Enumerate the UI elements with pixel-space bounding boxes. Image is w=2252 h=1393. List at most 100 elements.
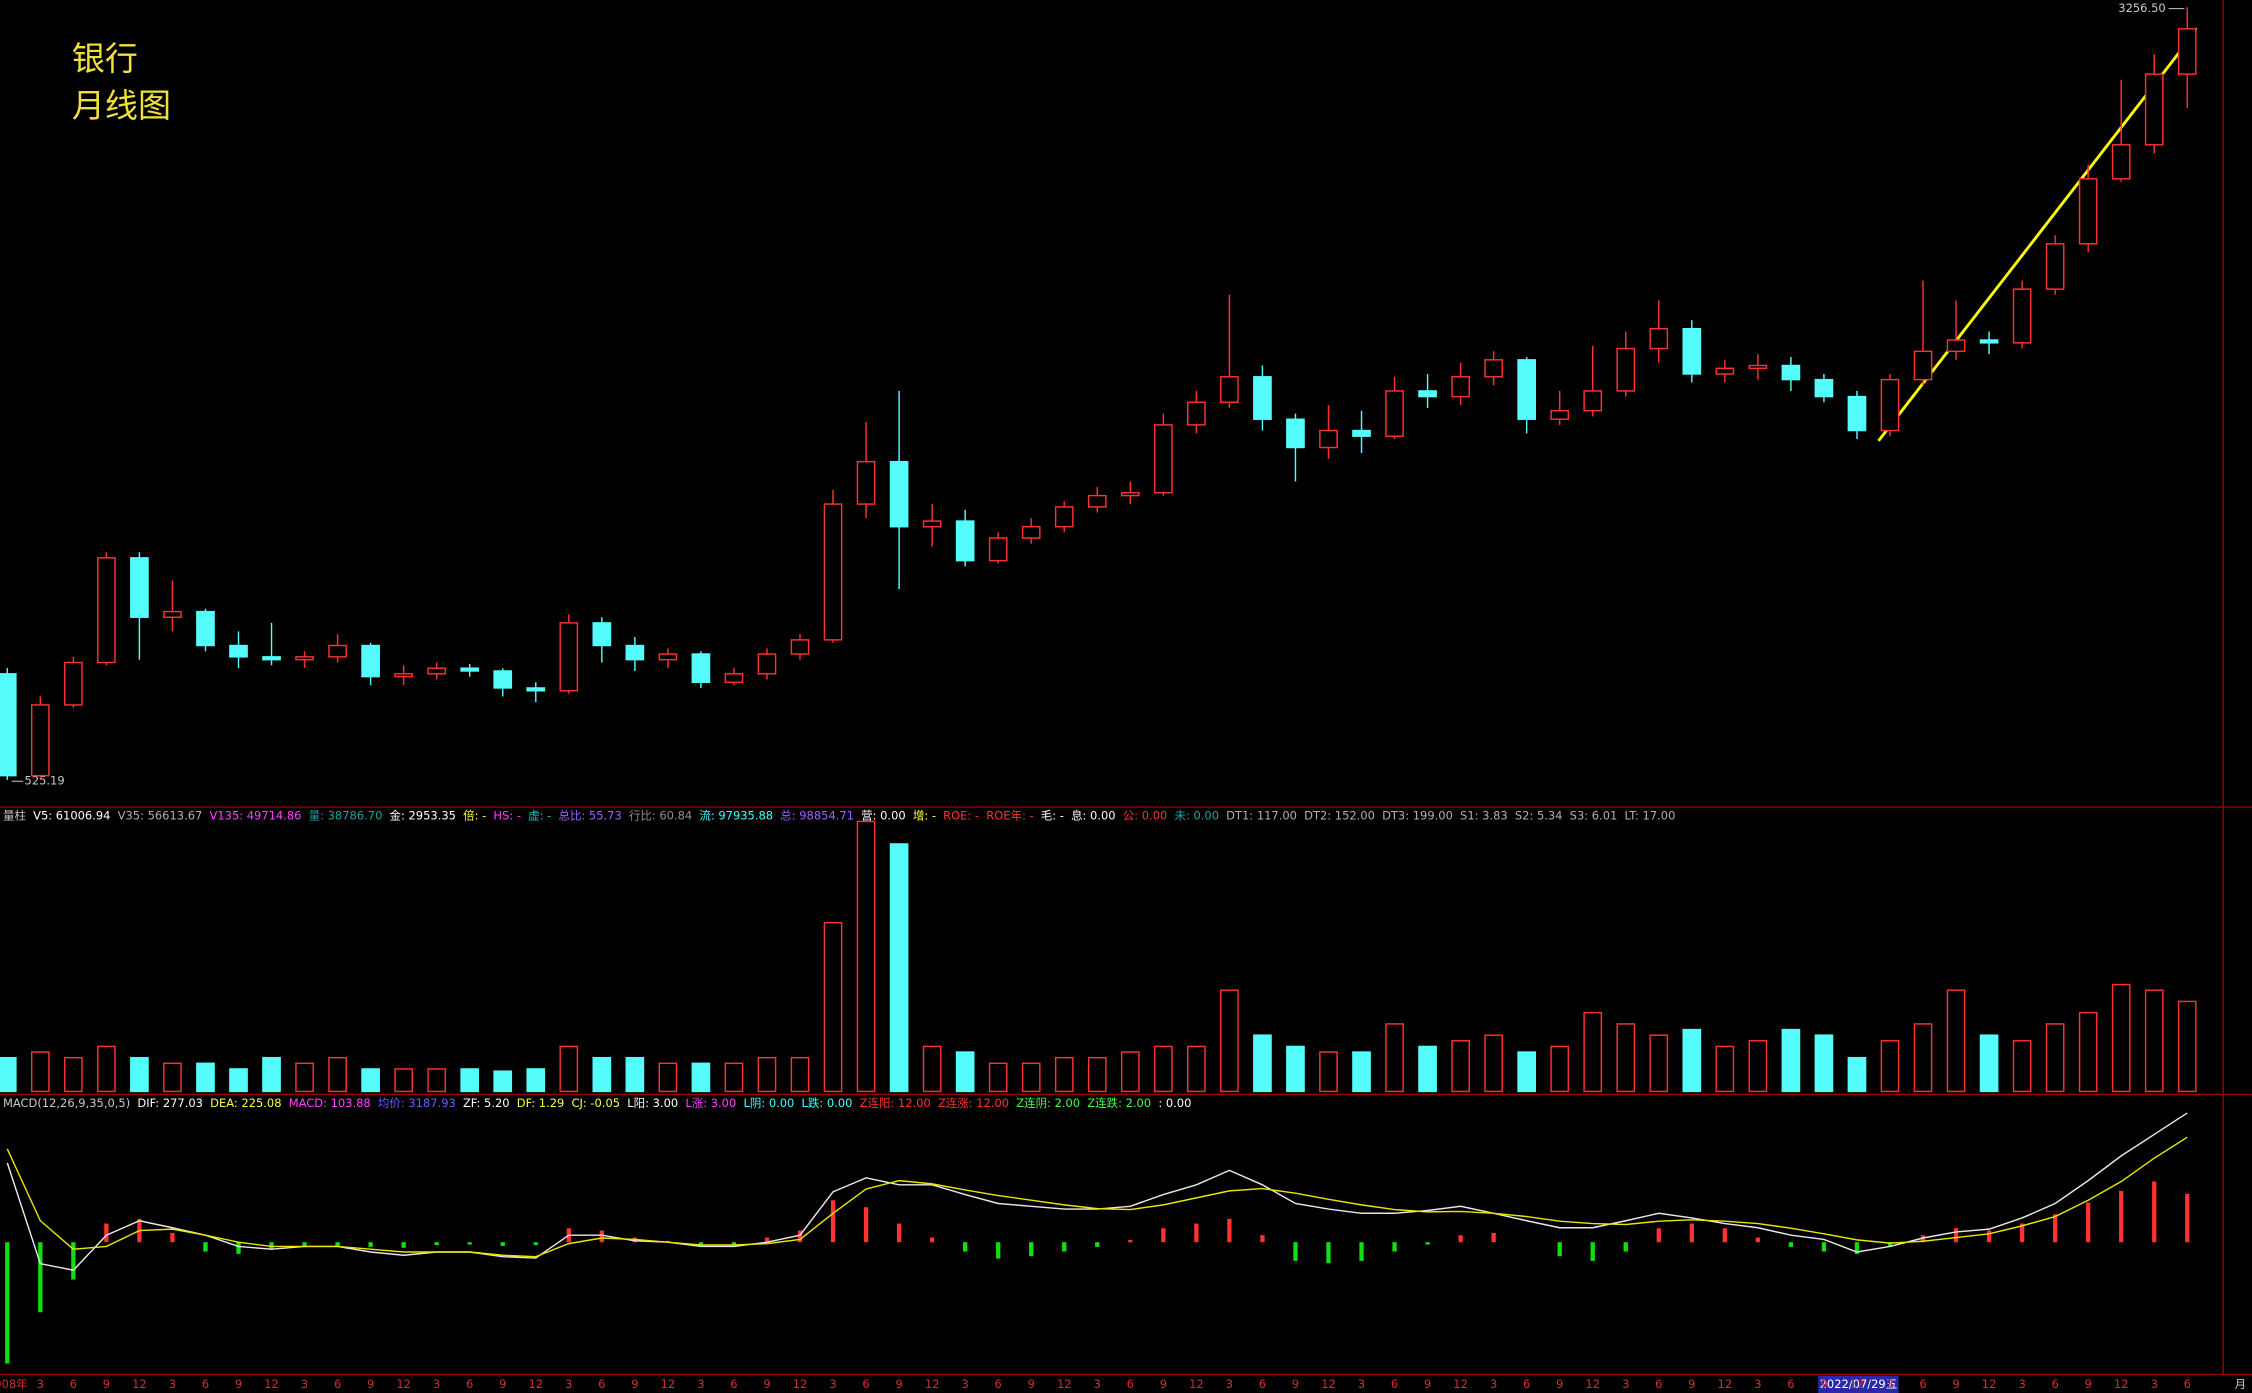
volume-bar: [1781, 1028, 1801, 1093]
info-item: LT: 17.00: [1624, 808, 1675, 822]
volume-bar: [1748, 1040, 1768, 1093]
volume-bar: [1814, 1034, 1834, 1093]
x-tick-label: 9: [1292, 1377, 1299, 1391]
info-item: DIF: 277.03: [137, 1095, 203, 1109]
volume-bar: [559, 1045, 579, 1093]
x-tick-label: 3: [1358, 1377, 1365, 1391]
x-tick-label: 12: [1321, 1377, 1336, 1391]
candle-body: [559, 622, 579, 692]
volume-bar: [889, 843, 909, 1093]
x-tick-label: 12: [2114, 1377, 2129, 1391]
candle-body: [30, 704, 50, 777]
plot-layer: 2008年 3 6 9 12 3 6 9 12 3 6 9 12 3 6 9 12 3 6 9 12 3 6 9 12 3 6 9 12…: [0, 7, 2197, 1391]
x-tick-label: 6: [995, 1377, 1002, 1391]
info-item: V35: 56613.67: [118, 808, 203, 822]
info-strip: MACD(12,26,9,35,0,5) DIF: 277.03 DEA: 225.…: [3, 1095, 1191, 1109]
period-label: 月: [2235, 1377, 2246, 1391]
candle-body: [361, 644, 380, 678]
info-item: ZF: 5.20: [463, 1095, 510, 1109]
max-price-label: 3256.50: [2118, 1, 2165, 15]
info-item: 虚: -: [528, 808, 551, 822]
x-tick-label: 6: [1655, 1377, 1662, 1391]
volume-bar: [592, 1056, 612, 1093]
x-tick-label: 2008年: [0, 1377, 28, 1391]
candle-body: [922, 520, 942, 528]
info-item: 增: -: [913, 808, 936, 822]
x-tick-label: 6: [1523, 1377, 1530, 1391]
candle-body: [2078, 178, 2098, 245]
info-item: L跌: 0.00: [802, 1095, 853, 1109]
volume-bar: [328, 1056, 347, 1093]
info-item: ROE: -: [943, 808, 979, 822]
candle-body: [1087, 494, 1107, 508]
volume-bar: [1220, 989, 1239, 1093]
candle-body: [691, 653, 711, 684]
candle-body: [1451, 376, 1470, 398]
candle-body: [1319, 429, 1338, 449]
x-tick-label: 3: [1094, 1377, 1101, 1391]
candle-body: [97, 557, 116, 664]
x-tick-label: 9: [2085, 1377, 2092, 1391]
x-tick-label: 12: [1850, 1377, 1865, 1391]
volume-bar: [130, 1056, 149, 1093]
candle-body: [1517, 359, 1537, 420]
x-tick-label: 6: [1919, 1377, 1926, 1391]
info-item: 流: 97935.88: [699, 808, 773, 822]
cursor-date-box: [1818, 1375, 1899, 1393]
x-tick-label: 9: [499, 1377, 506, 1391]
volume-bar: [1087, 1056, 1107, 1093]
volume-bar: [1451, 1040, 1470, 1093]
volume-bar: [2078, 1011, 2098, 1093]
volume-bar: [1550, 1045, 1570, 1093]
info-item: 总: 98854.71: [780, 808, 854, 822]
candle-body: [1550, 410, 1570, 420]
volume-bar: [163, 1062, 182, 1093]
x-tick-label: 9: [235, 1377, 242, 1391]
info-item: MACD: 103.88: [289, 1095, 371, 1109]
x-tick-label: 9: [1688, 1377, 1695, 1391]
info-item: HS: -: [493, 808, 521, 822]
info-item: Z连涨: 12.00: [938, 1095, 1009, 1109]
candle-body: [988, 537, 1008, 562]
x-tick-label: 12: [528, 1377, 543, 1391]
info-item: L阴: 0.00: [743, 1095, 794, 1109]
candle-body: [1187, 401, 1206, 426]
volume-bar: [460, 1068, 480, 1093]
x-tick-label: 12: [132, 1377, 147, 1391]
volume-bar: [1484, 1034, 1503, 1093]
x-tick-label: 3: [169, 1377, 176, 1391]
x-tick-label: 6: [1391, 1377, 1398, 1391]
volume-bar: [823, 921, 843, 1093]
volume-bar: [1385, 1023, 1404, 1093]
volume-bar: [724, 1062, 744, 1093]
candle-body: [1253, 376, 1272, 420]
x-tick-label: 3: [962, 1377, 969, 1391]
volume-bar: [1616, 1023, 1636, 1093]
x-tick-label: 12: [1057, 1377, 1072, 1391]
x-tick-label: 6: [862, 1377, 869, 1391]
volume-bar: [955, 1051, 975, 1093]
candle-body: [1880, 378, 1900, 432]
candle-body: [790, 639, 810, 655]
volume-bar: [1021, 1062, 1041, 1093]
x-tick-label: 6: [466, 1377, 473, 1391]
x-tick-label: 3: [301, 1377, 308, 1391]
candle-body: [856, 460, 876, 505]
info-item: 毛: -: [1041, 808, 1064, 822]
candle-body: [1616, 347, 1636, 392]
candle-body: [1748, 364, 1768, 370]
chart-subtitle: 月线图: [72, 86, 171, 125]
candle-body: [889, 460, 909, 528]
volume-bar: [658, 1062, 678, 1093]
volume-bar: [1253, 1034, 1272, 1093]
candle-body: [1120, 492, 1140, 497]
x-tick-label: 12: [1453, 1377, 1468, 1391]
info-item: L阳: 3.00: [627, 1095, 678, 1109]
x-tick-label: 6: [70, 1377, 77, 1391]
candle-body: [1682, 327, 1702, 375]
candle-body: [163, 610, 182, 618]
x-tick-label: 3: [37, 1377, 44, 1391]
info-item: 均价: 3187.93: [378, 1095, 456, 1109]
candle-body: [1418, 390, 1437, 398]
candle-body: [394, 673, 413, 678]
